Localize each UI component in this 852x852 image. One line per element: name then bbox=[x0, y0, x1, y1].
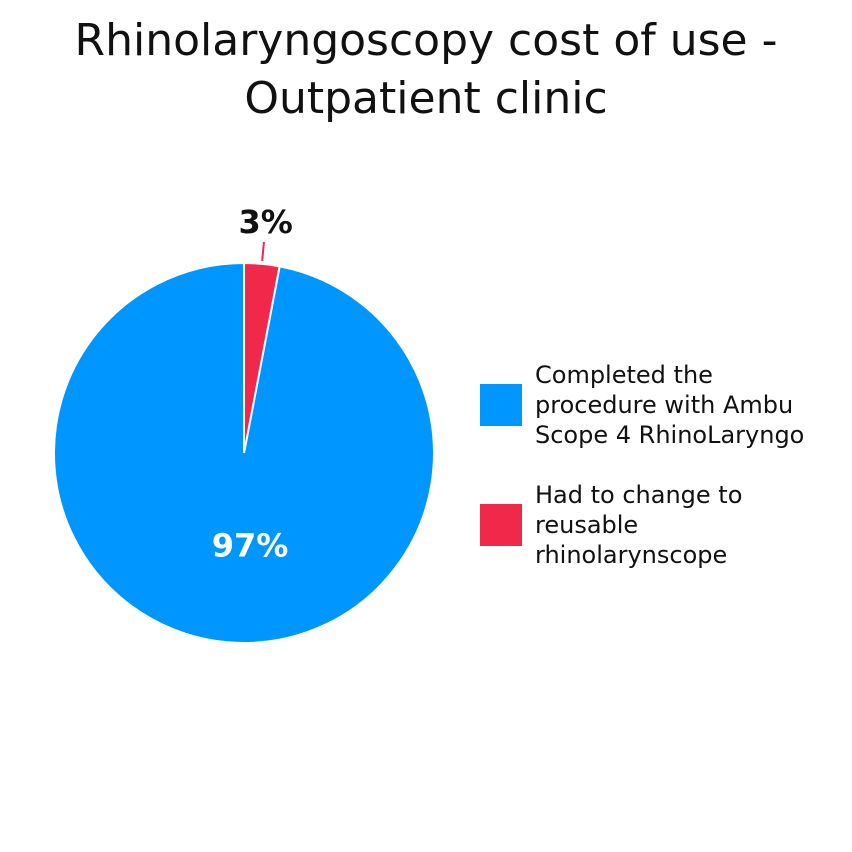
leader-line bbox=[261, 241, 265, 261]
legend-item: Completed the procedure with Ambu Scope … bbox=[480, 360, 835, 450]
legend-label: Completed the procedure with Ambu Scope … bbox=[535, 361, 805, 449]
pie-slice bbox=[243, 261, 281, 454]
data-label: 3% bbox=[238, 203, 292, 241]
legend-item: Had to change to reusable rhinolarynscop… bbox=[480, 480, 835, 570]
chart-title: Rhinolaryngoscopy cost of use - Outpatie… bbox=[74, 15, 778, 124]
legend-swatch bbox=[480, 504, 522, 546]
legend-swatch bbox=[480, 384, 522, 426]
legend-label: Had to change to reusable rhinolarynscop… bbox=[535, 481, 743, 569]
data-label: 97% bbox=[212, 527, 289, 565]
